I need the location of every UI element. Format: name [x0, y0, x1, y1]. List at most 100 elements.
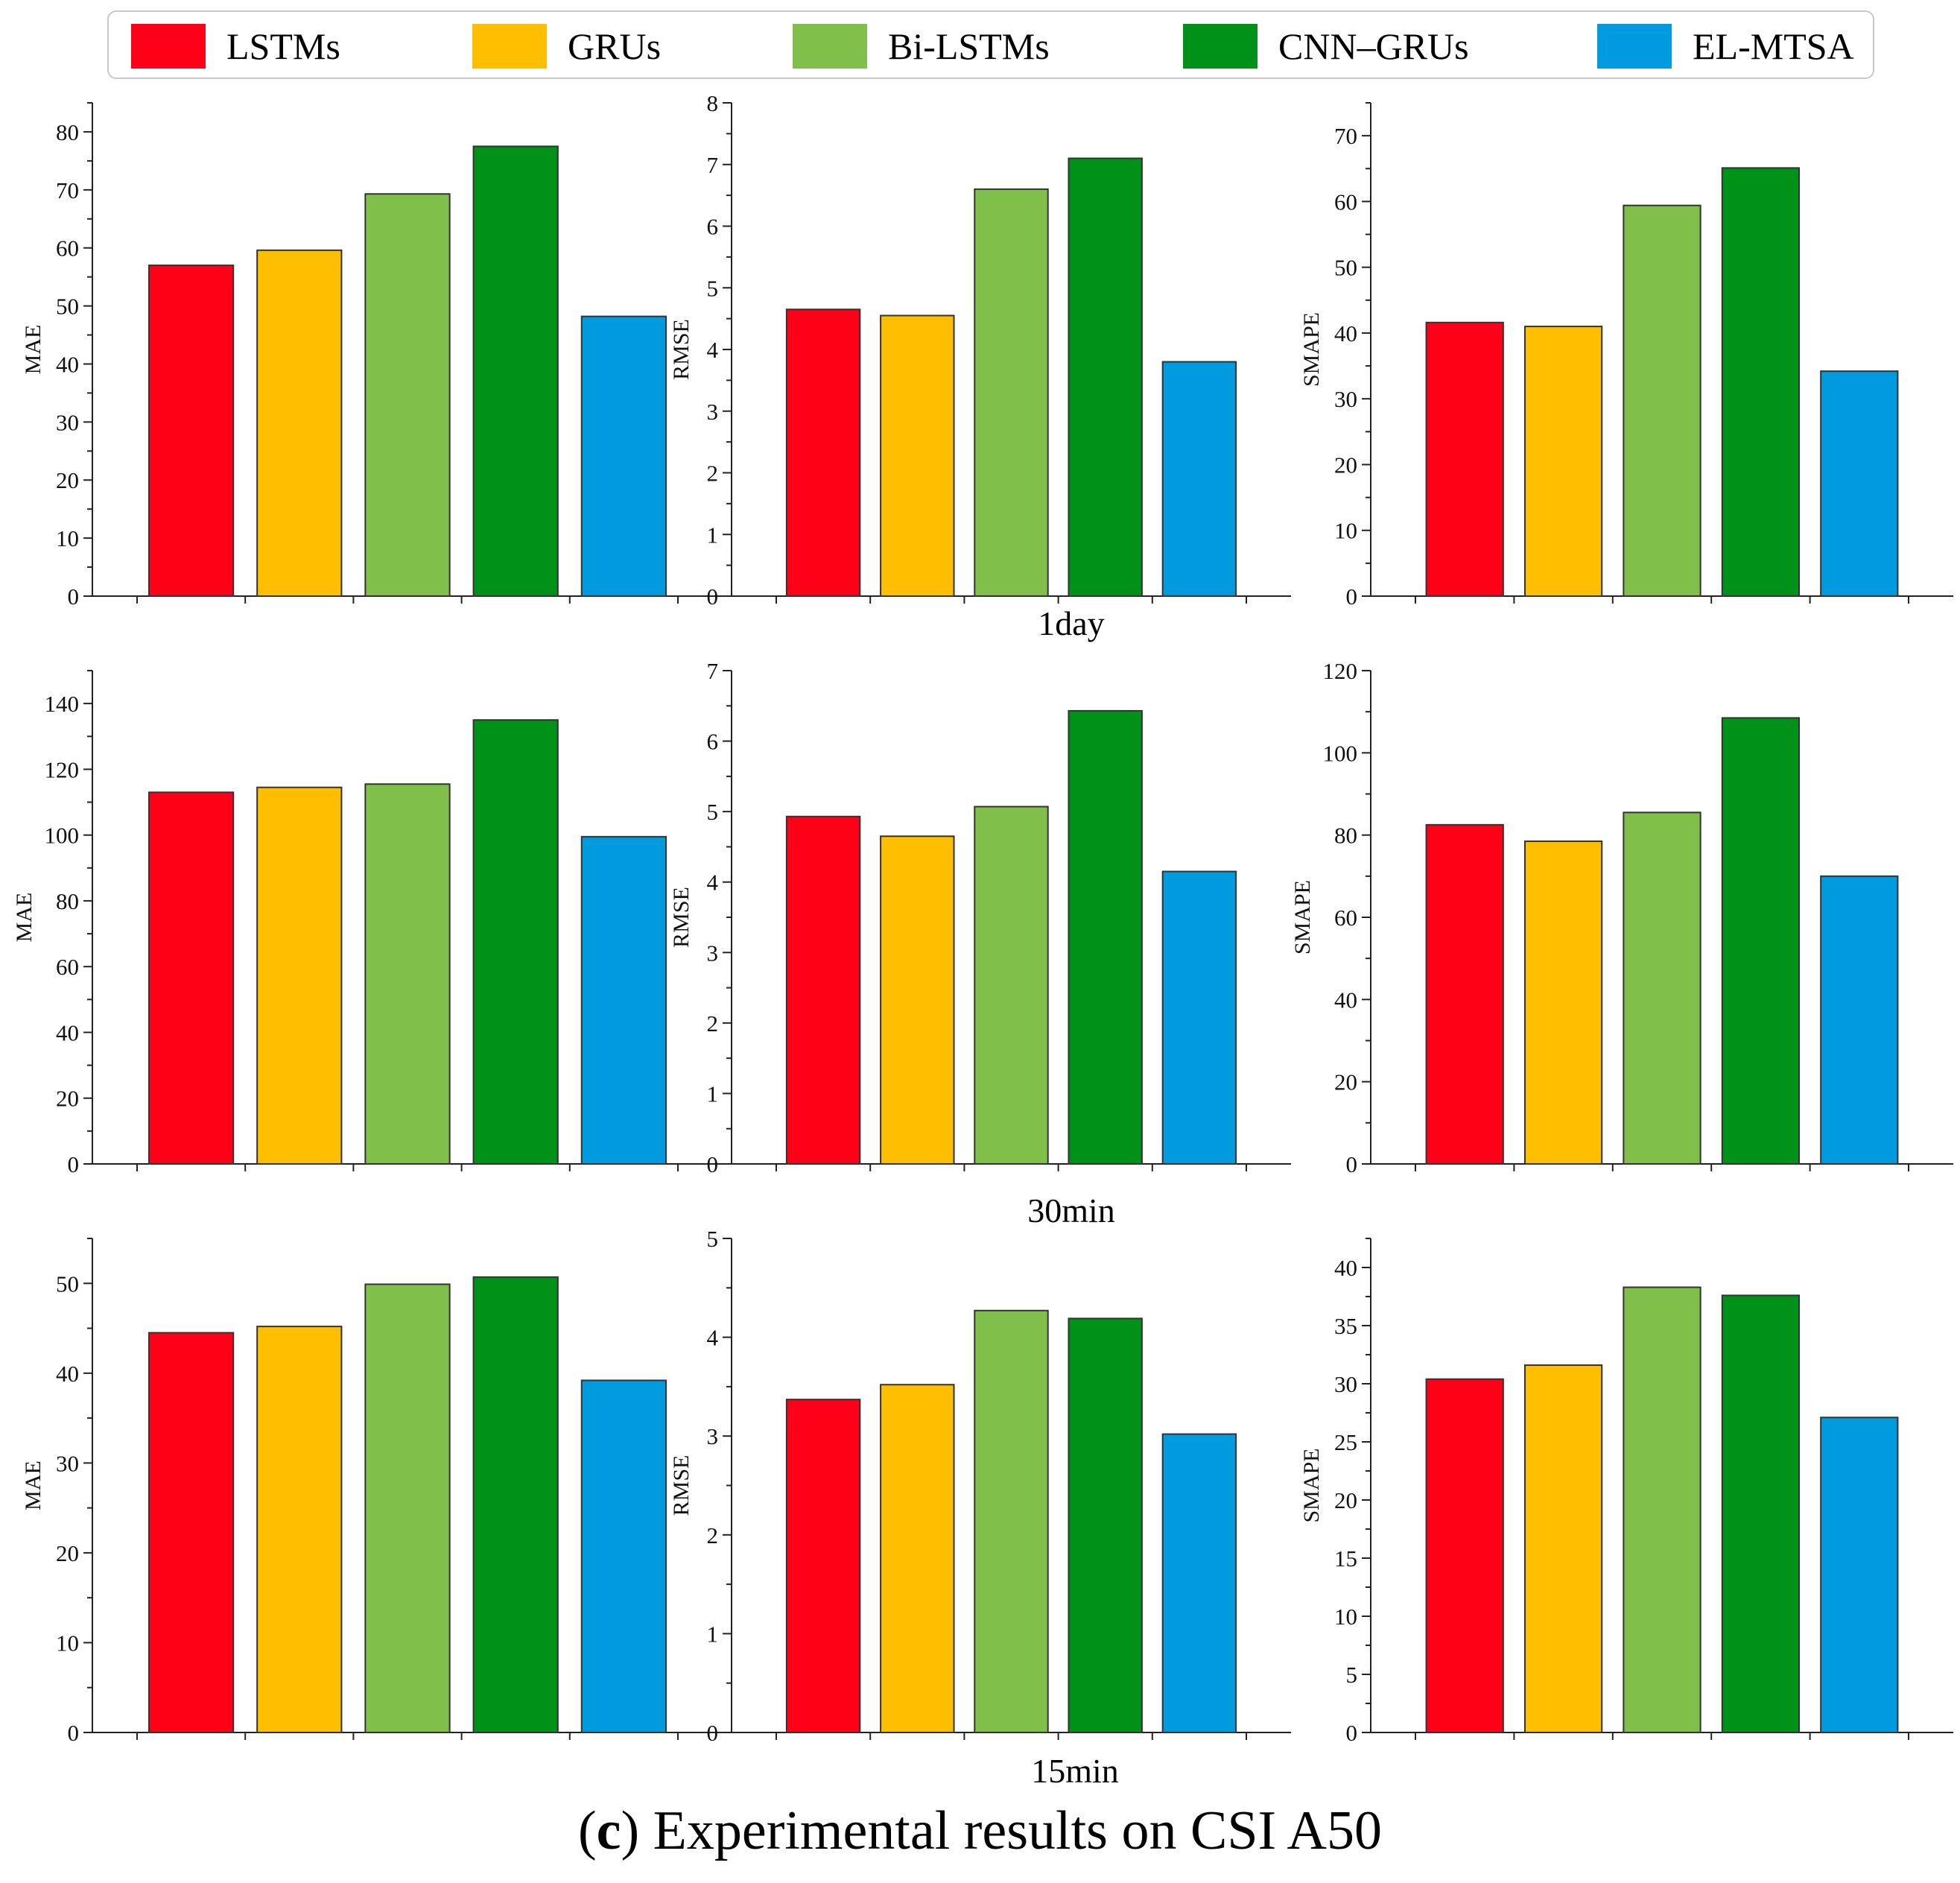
chart-1day-rmse: 0 1 2 3 4 5 6 7 8 RMSE	[669, 90, 1291, 610]
bar-grus	[256, 786, 343, 1165]
y-tick-label: 80	[56, 119, 79, 145]
y-axis-label: SMAPE	[1299, 312, 1324, 387]
bar-cnn-grus	[1068, 157, 1143, 598]
bar-lstms	[785, 308, 861, 597]
y-tick-label: 20	[1334, 1487, 1357, 1513]
chart-15min-smape: 0 5 10 15 20 25 30 35 40 SMAPE	[1299, 1238, 1953, 1746]
y-tick-label: 40	[1334, 320, 1357, 346]
y-tick-label: 20	[56, 1086, 79, 1112]
y-axis-label: MAE	[21, 325, 45, 375]
y-axis-label: RMSE	[669, 887, 694, 948]
bar-bi-lstms	[364, 783, 451, 1165]
y-tick-label: 30	[1334, 386, 1357, 412]
legend-label-bi-lstms: Bi-LSTMs	[888, 25, 1050, 67]
caption-text: ) Experimental results on CSI A50	[621, 1800, 1382, 1861]
y-tick-label: 40	[56, 351, 79, 377]
bar-el-mtsa	[1820, 370, 1899, 597]
bar-lstms	[148, 1332, 235, 1733]
y-tick-label: 80	[56, 888, 79, 914]
y-tick-label: 70	[1334, 123, 1357, 149]
chart-30min-smape: 0 20 40 60 80 100 120 SMAPE	[1290, 658, 1953, 1177]
bar-grus	[1523, 840, 1603, 1165]
y-tick-label: 0	[68, 1720, 80, 1746]
y-tick-label: 0	[707, 1720, 719, 1746]
y-tick-label: 5	[707, 275, 719, 301]
y-tick-label: 60	[1334, 189, 1357, 215]
caption-prefix: (	[578, 1800, 597, 1861]
y-tick-label: 0	[68, 1151, 80, 1177]
bar-cnn-grus	[1068, 709, 1143, 1165]
bar-el-mtsa	[1161, 870, 1237, 1165]
y-tick-label: 10	[1334, 518, 1357, 544]
y-tick-label: 10	[56, 1630, 79, 1656]
legend-item-el-mtsa: EL-MTSA	[1597, 12, 1854, 80]
y-tick-label: 2	[707, 1010, 719, 1037]
bar-lstms	[1425, 823, 1504, 1165]
bar-grus	[1523, 1364, 1603, 1734]
bar-grus	[880, 314, 955, 597]
bar-el-mtsa	[1161, 361, 1237, 597]
y-tick-label: 20	[1334, 1069, 1357, 1095]
bar-lstms	[1425, 1378, 1504, 1733]
bar-lstms	[148, 265, 235, 597]
legend: LSTMs GRUs Bi-LSTMs CNN–GRUs EL-MTSA	[107, 10, 1874, 79]
y-axis-label: SMAPE	[1299, 1448, 1324, 1522]
row-label-30min: 30min	[1027, 1191, 1115, 1230]
y-tick-label: 60	[56, 235, 79, 262]
legend-swatch-bi-lstms	[793, 24, 867, 69]
bar-bi-lstms	[1623, 1286, 1701, 1733]
y-tick-label: 30	[56, 1450, 79, 1476]
y-tick-label: 50	[56, 1270, 79, 1297]
y-tick-label: 7	[707, 658, 719, 684]
y-tick-label: 70	[56, 177, 79, 203]
y-tick-label: 4	[707, 870, 719, 896]
bar-el-mtsa	[1161, 1433, 1237, 1733]
bar-grus	[1523, 326, 1603, 597]
y-tick-label: 0	[707, 1151, 719, 1177]
y-tick-label: 0	[1346, 583, 1358, 610]
y-tick-label: 30	[1334, 1371, 1357, 1397]
y-axis-label: RMSE	[669, 319, 694, 380]
legend-label-lstms: LSTMs	[226, 25, 340, 67]
y-tick-label: 140	[45, 691, 80, 717]
legend-item-grus: GRUs	[472, 12, 661, 80]
y-tick-label: 1	[707, 1621, 719, 1647]
bar-cnn-grus	[1068, 1317, 1143, 1733]
legend-item-cnn-grus: CNN–GRUs	[1183, 12, 1469, 80]
bar-el-mtsa	[1820, 875, 1899, 1165]
y-tick-label: 5	[707, 799, 719, 825]
y-tick-label: 6	[707, 729, 719, 755]
y-tick-label: 8	[707, 90, 719, 116]
y-tick-label: 120	[1323, 658, 1358, 684]
bar-el-mtsa	[580, 835, 667, 1165]
legend-label-cnn-grus: CNN–GRUs	[1278, 25, 1469, 67]
y-tick-label: 4	[707, 1325, 719, 1351]
row-label-15min: 15min	[1031, 1752, 1119, 1790]
y-tick-label: 5	[1346, 1662, 1358, 1688]
y-tick-label: 4	[707, 337, 719, 363]
bar-cnn-grus	[472, 1276, 559, 1734]
y-tick-label: 3	[707, 940, 719, 966]
bar-el-mtsa	[580, 315, 667, 597]
bar-bi-lstms	[364, 1283, 451, 1733]
y-tick-label: 25	[1334, 1429, 1357, 1455]
bar-lstms	[785, 815, 861, 1165]
y-tick-label: 10	[1334, 1604, 1357, 1630]
y-tick-label: 60	[1334, 905, 1357, 931]
y-tick-label: 10	[56, 525, 79, 551]
legend-swatch-lstms	[131, 24, 206, 69]
bar-bi-lstms	[974, 1309, 1049, 1733]
figure-caption: (c) Experimental results on CSI A50	[0, 1800, 1960, 1863]
bar-cnn-grus	[1721, 717, 1801, 1165]
y-tick-label: 2	[707, 1522, 719, 1548]
bar-grus	[880, 835, 955, 1165]
bar-cnn-grus	[1721, 167, 1801, 598]
y-tick-label: 60	[56, 954, 79, 980]
legend-item-lstms: LSTMs	[131, 12, 340, 80]
bar-bi-lstms	[1623, 811, 1701, 1165]
chart-1day-smape: 0 10 20 30 40 50 60 70 SMAPE	[1299, 102, 1953, 610]
y-tick-label: 0	[707, 583, 719, 610]
